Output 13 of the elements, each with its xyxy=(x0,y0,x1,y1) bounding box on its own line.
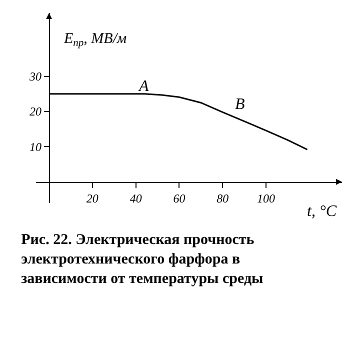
annotation: B xyxy=(235,96,245,113)
x-tick-label: 60 xyxy=(173,191,186,206)
y-axis-title: E$_{пр}$, МВ/м xyxy=(63,31,127,50)
x-tick-label: 40 xyxy=(130,191,142,206)
text: Рис. 22. Электрическая прочность электротехнического фарфора в зависимости от температуры среды xyxy=(21,232,264,287)
x-tick-label: 80 xyxy=(216,191,229,206)
annotation: A xyxy=(138,78,149,95)
x-tick-label: 100 xyxy=(257,191,276,206)
x-tick-label: 20 xyxy=(86,191,98,206)
x-axis-title: t, °C xyxy=(307,203,337,220)
y-tick-label: 10 xyxy=(30,140,42,154)
y-tick-label: 20 xyxy=(30,104,42,119)
y-tick-label: 30 xyxy=(28,70,42,84)
